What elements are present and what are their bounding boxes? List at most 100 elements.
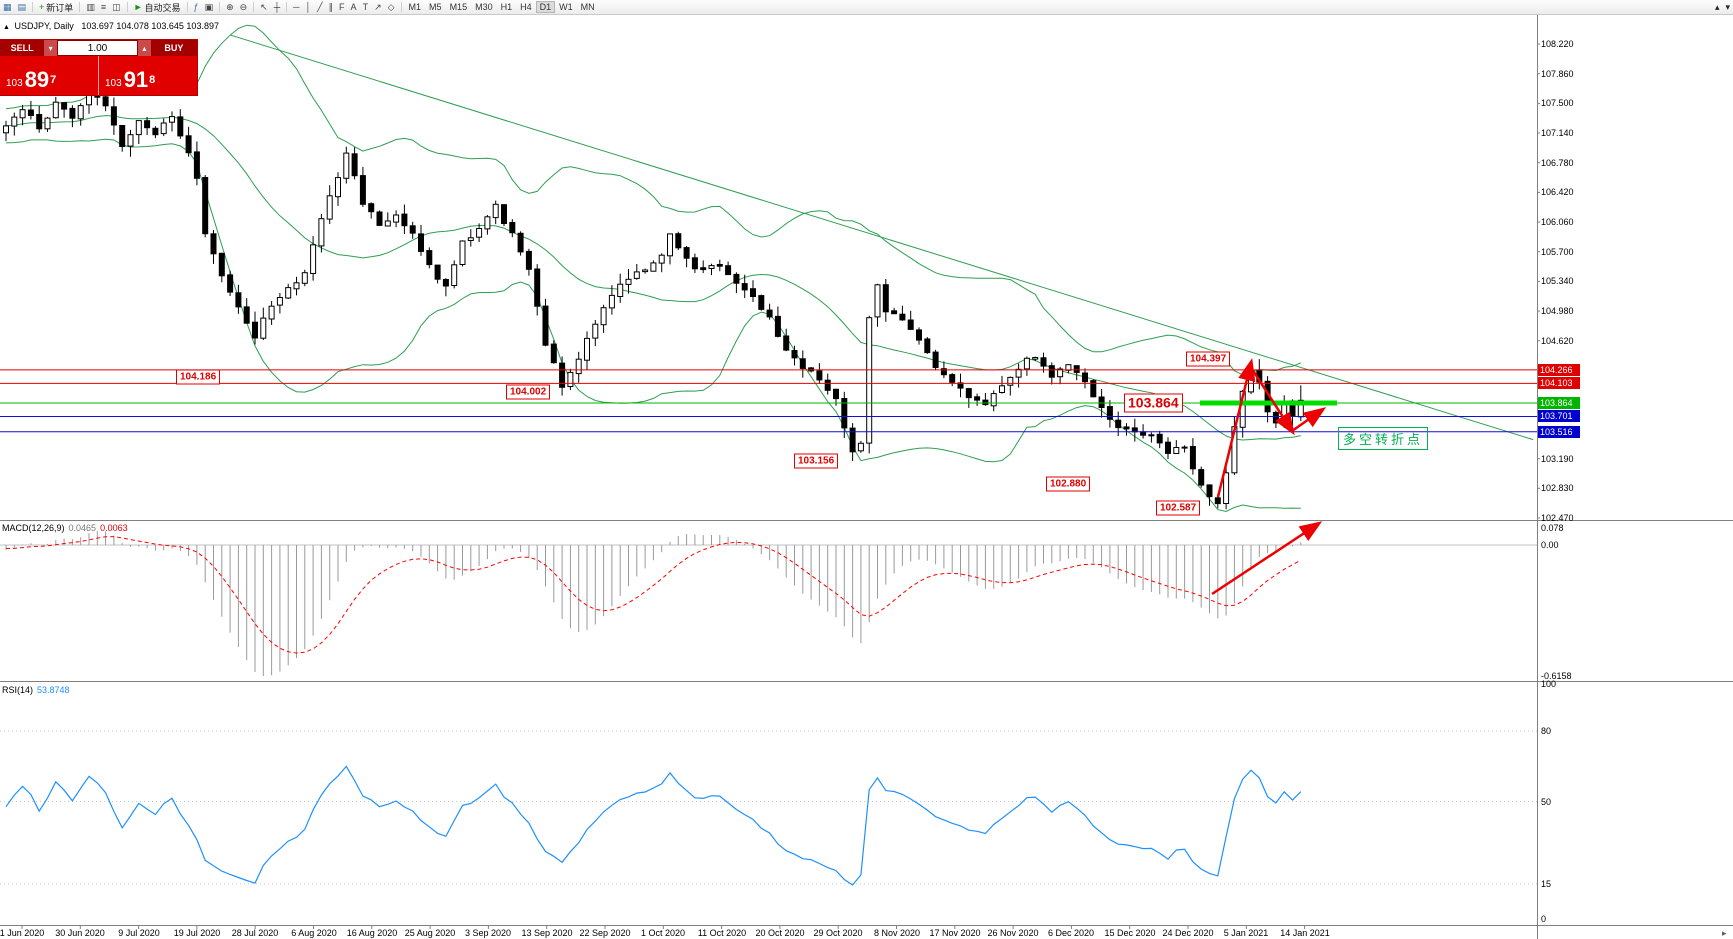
date-label[interactable]: 6 Aug 2020 — [291, 928, 337, 938]
timeframe-M1-button[interactable]: M1 — [408, 2, 422, 12]
date-label[interactable]: 14 Jan 2021 — [1280, 928, 1330, 938]
timeframe-M30-button[interactable]: M30 — [475, 2, 493, 12]
macd-signal-value: 0.0063 — [100, 523, 128, 533]
crosshair-button[interactable]: ┼ — [271, 1, 283, 13]
zoom-out-button[interactable]: ⊖ — [237, 1, 251, 13]
date-label[interactable]: 13 Sep 2020 — [521, 928, 573, 938]
auto-trading-label: 自动交易 — [144, 2, 181, 13]
objects-list-button[interactable]: ▣ — [202, 1, 217, 13]
buy-price-button[interactable]: 103 91 8 — [99, 56, 197, 95]
price-tag-104.186[interactable]: 104.186 — [176, 369, 221, 385]
text-button[interactable]: A — [348, 1, 360, 13]
market-depth-icon: ≡ — [100, 2, 107, 12]
chart-window-icon: ▦ — [3, 2, 12, 12]
rsi-axis-tick: 80 — [1541, 726, 1552, 736]
date-label[interactable]: 9 Jul 2020 — [118, 928, 160, 938]
timeframe-W1-button[interactable]: W1 — [559, 2, 573, 12]
volume-increase-button[interactable]: ▴ — [138, 40, 151, 56]
price-tag-103.156[interactable]: 103.156 — [794, 453, 839, 469]
vertical-line-button[interactable]: │ — [303, 1, 315, 13]
price-tag-102.880[interactable]: 102.880 — [1046, 476, 1091, 492]
rsi-axis-tick: 0 — [1541, 914, 1547, 924]
equidistant-channel-button[interactable]: ∥ — [326, 1, 337, 13]
timeframe-D1-button[interactable]: D1 — [535, 1, 556, 13]
candlestick-series[interactable] — [3, 88, 1304, 510]
price-tag-102.587[interactable]: 102.587 — [1156, 500, 1201, 516]
crosshair-icon: ┼ — [273, 2, 281, 12]
chart-template-button[interactable]: ◫ — [109, 1, 124, 13]
text-label-button[interactable]: T — [360, 1, 372, 13]
date-label[interactable]: 6 Dec 2020 — [1047, 928, 1095, 938]
rsi-axis-tick: 100 — [1541, 679, 1557, 689]
date-label[interactable]: 11 Oct 2020 — [697, 928, 747, 938]
date-label[interactable]: 19 Jul 2020 — [173, 928, 221, 938]
timeframe-M5-button[interactable]: M5 — [429, 2, 442, 12]
date-label[interactable]: 20 Oct 2020 — [755, 928, 805, 938]
price-axis-tick: 104.620 — [1541, 336, 1574, 346]
date-label[interactable]: 5 Jan 2021 — [1223, 928, 1269, 938]
date-label[interactable]: 28 Jul 2020 — [231, 928, 279, 938]
trend-arrow-1[interactable] — [1250, 368, 1295, 436]
buy-price-handle: 103 — [105, 78, 122, 89]
zoom-in-button[interactable]: ⊕ — [223, 1, 237, 13]
shapes-button[interactable]: ◇ — [385, 1, 398, 13]
macd-trend-arrow[interactable] — [1211, 521, 1323, 596]
quick-nav-icon[interactable]: ▸ — [1722, 928, 1727, 938]
date-label[interactable]: 1 Oct 2020 — [640, 928, 686, 938]
new-order-button[interactable]: + 新订单 — [36, 1, 76, 13]
price-tag-103.864[interactable]: 103.864 — [1124, 393, 1183, 413]
rsi-value: 53.8748 — [37, 685, 70, 695]
date-label[interactable]: 3 Sep 2020 — [464, 928, 512, 938]
date-label[interactable]: 1 Jun 2020 — [0, 928, 45, 938]
sell-button[interactable]: SELL — [0, 40, 45, 56]
objects-list-icon: ▣ — [204, 2, 214, 12]
date-label[interactable]: 24 Dec 2020 — [1162, 928, 1214, 938]
date-label[interactable]: 8 Nov 2020 — [873, 928, 921, 938]
candlestick-chart-button[interactable]: ▥ — [83, 1, 98, 13]
horizontal-line-button[interactable]: ─ — [290, 1, 302, 13]
date-label[interactable]: 25 Aug 2020 — [404, 928, 456, 938]
chart-scroll-up-button[interactable]: ▴ — [1712, 1, 1723, 13]
chart-window-button[interactable]: ▦ — [0, 1, 15, 13]
indicators-button[interactable]: ƒ — [191, 1, 202, 13]
trendline-button[interactable]: ╱ — [314, 1, 325, 13]
fibonacci-button[interactable]: F — [336, 1, 348, 13]
market-depth-button[interactable]: ≡ — [98, 1, 109, 13]
cursor-button[interactable]: ↖ — [257, 1, 271, 13]
descending-trendline[interactable] — [229, 34, 1534, 441]
price-tag-104.397[interactable]: 104.397 — [1186, 351, 1231, 367]
volume-input[interactable] — [57, 40, 139, 56]
price-axis-tick: 107.140 — [1541, 128, 1574, 138]
arrow-object-button[interactable]: ↗ — [371, 1, 385, 13]
timeframe-H4-button[interactable]: H4 — [520, 2, 532, 12]
date-label[interactable]: 26 Nov 2020 — [987, 928, 1039, 938]
horizontal-line-icon: ─ — [293, 2, 300, 12]
trend-arrow-2[interactable] — [1291, 407, 1327, 433]
volume-decrease-button[interactable]: ▾ — [44, 40, 58, 56]
price-axis-label-103.516: 103.516 — [1538, 426, 1580, 438]
chart-scroll-down-button[interactable]: ▾ — [1722, 1, 1733, 13]
date-label[interactable]: 29 Oct 2020 — [813, 928, 863, 938]
auto-trading-icon: ► — [133, 2, 143, 12]
auto-trading-button[interactable]: ► 自动交易 — [131, 1, 184, 13]
symbol-collapse-icon[interactable]: ▲ — [3, 24, 10, 31]
sell-price-button[interactable]: 103 89 7 — [0, 56, 98, 95]
price-axis-tick: 107.860 — [1541, 69, 1574, 79]
candlestick-chart-icon: ▥ — [86, 2, 95, 12]
timeframe-M15-button[interactable]: M15 — [449, 2, 468, 12]
price-tag-104.002[interactable]: 104.002 — [506, 384, 551, 400]
date-label[interactable]: 17 Nov 2020 — [929, 928, 981, 938]
buy-button[interactable]: BUY — [150, 40, 197, 56]
tile-windows-button[interactable]: ▤ — [15, 1, 30, 13]
toolbar-separator — [79, 2, 81, 12]
date-label[interactable]: 16 Aug 2020 — [346, 928, 398, 938]
timeframe-H1-button[interactable]: H1 — [500, 2, 513, 12]
date-label[interactable]: 15 Dec 2020 — [1104, 928, 1156, 938]
date-label[interactable]: 22 Sep 2020 — [579, 928, 631, 938]
turning-point-annotation[interactable]: 多空转折点 — [1338, 427, 1429, 450]
trend-arrow-0[interactable] — [1216, 358, 1256, 498]
date-label[interactable]: 30 Jun 2020 — [55, 928, 105, 938]
vertical-line-icon: │ — [305, 2, 312, 12]
timeframe-MN-button[interactable]: MN — [580, 2, 595, 12]
